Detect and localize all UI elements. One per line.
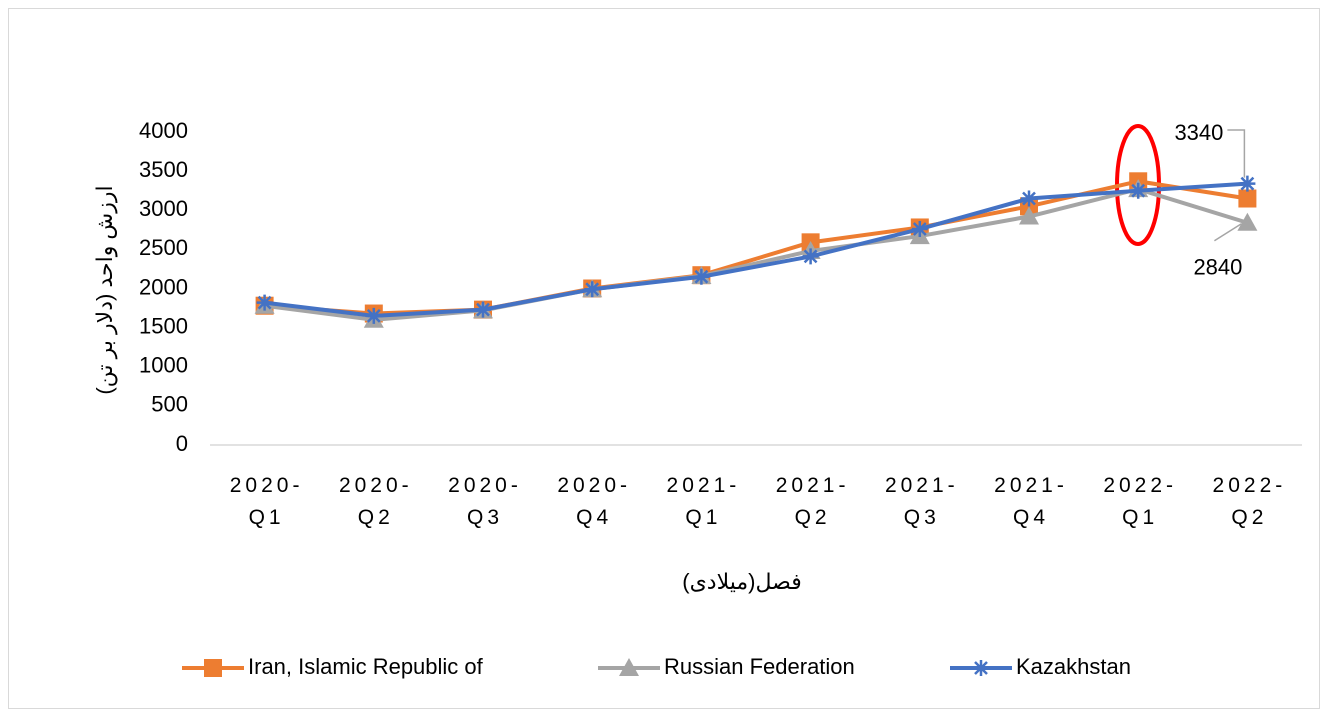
y-tick-label: 3500 [139, 157, 188, 182]
marker [1130, 182, 1147, 199]
y-tick-label: 2500 [139, 235, 188, 260]
y-axis-label: ارزش واحد (دلار بر تن) [92, 185, 118, 394]
marker [619, 658, 639, 676]
marker [1021, 190, 1037, 207]
marker [911, 221, 928, 238]
legend-label: Iran, Islamic Republic of [248, 654, 484, 679]
legend-item: Kazakhstan [950, 654, 1131, 679]
marker [584, 281, 601, 298]
x-tick-label: 2022-Q2 [1212, 474, 1287, 529]
legend-item: Iran, Islamic Republic of [182, 654, 484, 679]
x-tick-label: 2020-Q4 [557, 474, 632, 529]
marker [693, 268, 710, 285]
x-axis-label: فصل(میلادی) [682, 569, 801, 594]
x-tick-label: 2022-Q1 [1103, 474, 1178, 529]
callout-line [1214, 223, 1242, 242]
x-tick-label: 2021-Q4 [994, 474, 1068, 529]
data-label: 3340 [1174, 120, 1223, 145]
x-tick-label: 2021-Q2 [775, 474, 850, 529]
legend-label: Russian Federation [664, 654, 855, 679]
marker [802, 248, 819, 265]
legend-label: Kazakhstan [1016, 654, 1131, 679]
y-tick-label: 4000 [139, 118, 188, 143]
series-line [264, 187, 1248, 322]
marker [1019, 206, 1039, 225]
marker [1237, 212, 1258, 231]
x-tick-label: 2020-Q1 [229, 474, 304, 529]
marker [1238, 189, 1257, 208]
callout-line [1227, 129, 1246, 178]
marker [1239, 175, 1256, 192]
y-tick-label: 3000 [139, 196, 188, 221]
data-label: 2840 [1193, 255, 1242, 280]
legend-item: Russian Federation [598, 654, 855, 679]
y-tick-label: 0 [176, 431, 188, 456]
marker [256, 294, 273, 311]
marker [475, 301, 491, 318]
y-tick-label: 2000 [139, 274, 188, 299]
y-tick-label: 1000 [139, 353, 188, 378]
marker [365, 307, 382, 324]
marker [204, 659, 222, 677]
y-tick-label: 1500 [139, 313, 188, 338]
x-tick-label: 2021-Q3 [884, 474, 959, 529]
series-line [264, 181, 1248, 318]
x-tick-label: 2021-Q1 [666, 474, 741, 529]
x-tick-label: 2020-Q3 [448, 474, 522, 529]
x-tick-label: 2020-Q2 [338, 474, 413, 529]
marker [973, 660, 989, 676]
chart-frame [8, 8, 1320, 709]
y-tick-label: 500 [151, 392, 188, 417]
